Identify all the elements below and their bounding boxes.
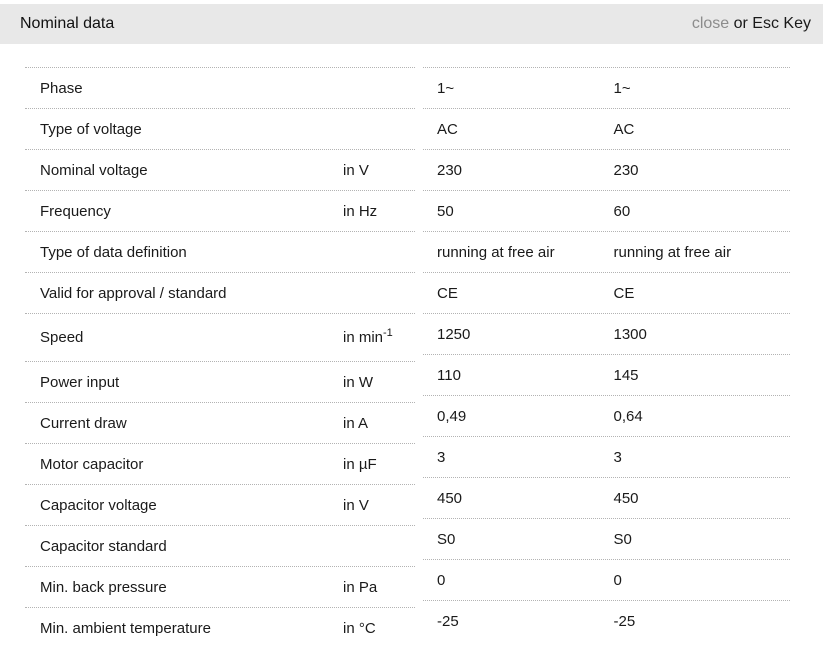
table-row: Valid for approval / standard <box>25 272 415 313</box>
row-value: 110 <box>437 366 461 384</box>
row-label: Speed <box>40 329 84 346</box>
row-value: AC <box>613 120 635 138</box>
row-value: S0 <box>613 530 632 548</box>
row-unit: in A <box>343 415 415 432</box>
table-row: CE CE <box>423 272 790 313</box>
row-label: Type of data definition <box>40 243 187 261</box>
page-title: Nominal data <box>20 15 115 32</box>
nominal-data-table: Phase Type of voltage Nominal voltage in V F… <box>0 67 823 648</box>
row-value: 230 <box>437 161 463 179</box>
row-value: 0 <box>437 571 446 589</box>
row-label: Current draw <box>40 414 127 432</box>
table-row: Type of voltage <box>25 108 415 149</box>
close-button[interactable]: close <box>691 15 730 32</box>
overlay-header: Nominal data close or Esc Key <box>0 4 823 44</box>
row-value: 1250 <box>437 325 471 343</box>
row-unit-text: in Hz <box>343 202 378 220</box>
close-hint-suffix: or Esc Key <box>729 15 811 32</box>
table-row: Current draw in A <box>25 402 415 443</box>
row-unit-text: in A <box>343 414 369 432</box>
row-unit: in Hz <box>343 203 415 220</box>
row-value: 450 <box>437 489 463 507</box>
row-value: -25 <box>613 612 636 630</box>
table-row: S0 S0 <box>423 518 790 559</box>
row-value: CE <box>613 284 635 302</box>
row-value: 60 <box>613 202 631 220</box>
row-unit: in V <box>343 497 415 514</box>
row-label: Capacitor standard <box>40 537 167 555</box>
table-row: Speed in min-1 <box>25 313 415 361</box>
row-label: Type of voltage <box>40 120 142 138</box>
row-value: 0 <box>613 571 622 589</box>
row-label: Nominal voltage <box>40 161 148 179</box>
row-unit: in V <box>343 162 415 179</box>
row-unit: in µF <box>343 456 415 473</box>
row-label: Phase <box>40 79 83 97</box>
row-value: 50 <box>437 202 454 220</box>
labels-units-table: Phase Type of voltage Nominal voltage in V F… <box>25 67 415 648</box>
row-label: Power input <box>40 373 120 391</box>
row-label: Valid for approval / standard <box>40 284 227 302</box>
row-label: Min. back pressure <box>40 578 167 596</box>
row-value: -25 <box>437 612 459 630</box>
row-value: 3 <box>437 448 446 466</box>
row-label: Frequency <box>40 202 111 220</box>
row-value: 1~ <box>613 79 631 97</box>
row-unit-text: in min <box>343 329 384 346</box>
row-value: 450 <box>613 489 639 507</box>
row-unit-exponent: -1 <box>383 327 393 339</box>
row-label: Capacitor voltage <box>40 496 157 514</box>
table-row: running at free air running at free air <box>423 231 790 272</box>
row-value: S0 <box>437 530 456 548</box>
table-row: Frequency in Hz <box>25 190 415 231</box>
table-row: 1250 1300 <box>423 313 790 354</box>
row-value: CE <box>437 284 458 302</box>
row-unit-text: in Pa <box>343 578 378 596</box>
row-value: 145 <box>613 366 639 384</box>
row-value: 0,64 <box>613 407 643 425</box>
table-row: Capacitor standard <box>25 525 415 566</box>
row-unit-text: in V <box>343 496 369 514</box>
values-table: 1~ 1~ AC AC 230 230 50 60 running at free air run… <box>423 67 790 641</box>
table-row: 50 60 <box>423 190 790 231</box>
table-row: AC AC <box>423 108 790 149</box>
table-row: 230 230 <box>423 149 790 190</box>
row-unit: in °C <box>343 620 415 637</box>
table-row: Capacitor voltage in V <box>25 484 415 525</box>
row-value: 230 <box>613 161 639 179</box>
table-row: Nominal voltage in V <box>25 149 415 190</box>
row-value: 3 <box>613 448 622 466</box>
row-unit: in W <box>343 374 415 391</box>
row-unit: in min-1 <box>343 327 415 347</box>
table-row: 1~ 1~ <box>423 67 790 108</box>
row-unit: in Pa <box>343 579 415 596</box>
table-row: Motor capacitor in µF <box>25 443 415 484</box>
row-label: Min. ambient temperature <box>40 619 211 637</box>
table-row: Power input in W <box>25 361 415 402</box>
row-value: 1~ <box>437 79 455 97</box>
row-label: Motor capacitor <box>40 455 144 473</box>
row-value: 1300 <box>613 325 647 343</box>
table-row: Min. ambient temperature in °C <box>25 607 415 648</box>
table-row: 450 450 <box>423 477 790 518</box>
table-row: -25 -25 <box>423 600 790 641</box>
row-value: running at free air <box>437 243 555 261</box>
table-row: Type of data definition <box>25 231 415 272</box>
table-row: 0,49 0,64 <box>423 395 790 436</box>
row-value: running at free air <box>613 243 732 261</box>
row-unit-text: in W <box>343 373 373 391</box>
close-hint: close or Esc Key <box>692 15 811 33</box>
table-row: Phase <box>25 67 415 108</box>
table-row: Min. back pressure in Pa <box>25 566 415 607</box>
row-value: 0,49 <box>437 407 467 425</box>
row-value: AC <box>437 120 458 138</box>
row-unit-text: in °C <box>343 619 376 637</box>
table-row: 110 145 <box>423 354 790 395</box>
row-unit-text: in µF <box>343 455 377 473</box>
row-unit-text: in V <box>343 161 369 179</box>
